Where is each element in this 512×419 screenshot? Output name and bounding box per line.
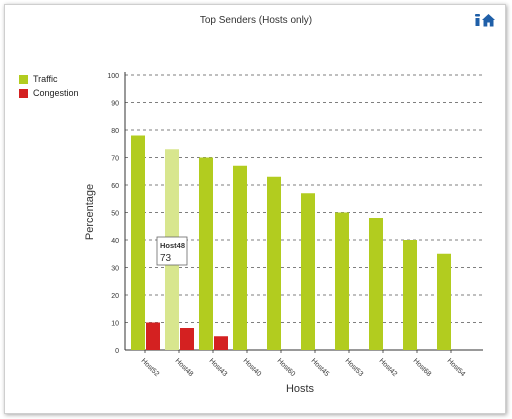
legend-swatch-traffic [19, 74, 28, 84]
chart-legend: Traffic Congestion [19, 72, 79, 100]
bar-traffic [131, 135, 145, 350]
tooltip-value: 73 [160, 253, 172, 264]
chart-title: Top Senders (Hosts only) [199, 15, 313, 26]
y-tick-label: 90 [111, 101, 119, 108]
bar-traffic [233, 165, 247, 350]
legend-label-congestion: Congestion [33, 88, 79, 98]
legend-label-traffic: Traffic [33, 74, 58, 84]
legend-swatch-congestion [19, 88, 28, 98]
legend-item-traffic[interactable]: Traffic [19, 72, 79, 86]
x-tick-label: Host54 [446, 357, 467, 378]
x-tick-label: Host53 [344, 357, 365, 378]
bar-congestion [214, 336, 228, 350]
x-tick-label: Host52 [140, 357, 161, 378]
bar-traffic [369, 218, 383, 350]
y-tick-label: 50 [111, 211, 119, 218]
info-icon[interactable] [475, 14, 480, 26]
chart-panel [4, 4, 506, 414]
bar-congestion [146, 322, 160, 350]
bar-traffic [267, 176, 281, 350]
x-tick-label: Host42 [378, 357, 399, 378]
tooltip-box [156, 236, 188, 266]
bar-traffic [335, 212, 349, 350]
x-tick-label: Host43 [208, 357, 229, 378]
y-tick-label: 100 [107, 73, 119, 80]
y-tick-label: 20 [111, 293, 119, 300]
y-tick-label: 60 [111, 183, 119, 190]
x-tick-label: Host60 [276, 357, 297, 378]
bar-congestion [180, 328, 194, 350]
toolbar [474, 13, 496, 27]
x-tick-label: Host40 [242, 357, 263, 378]
y-tick-label: 0 [115, 348, 119, 355]
y-tick-label: 70 [111, 156, 119, 163]
tooltip-host: Host48 [160, 241, 185, 250]
y-axis-title: Percentage [84, 184, 96, 240]
bar-traffic [199, 157, 213, 350]
x-tick-label: Host48 [174, 357, 195, 378]
x-tick-label: Host68 [412, 357, 433, 378]
legend-item-congestion[interactable]: Congestion [19, 86, 79, 100]
x-axis-title: Hosts [286, 383, 315, 395]
home-icon[interactable] [482, 14, 495, 27]
bar-traffic [437, 253, 451, 350]
y-tick-label: 30 [111, 266, 119, 273]
y-tick-label: 40 [111, 238, 119, 245]
bar-traffic [403, 240, 417, 350]
y-tick-label: 10 [111, 321, 119, 328]
x-tick-label: Host45 [310, 357, 331, 378]
bar-traffic [301, 193, 315, 350]
y-tick-label: 80 [111, 128, 119, 135]
